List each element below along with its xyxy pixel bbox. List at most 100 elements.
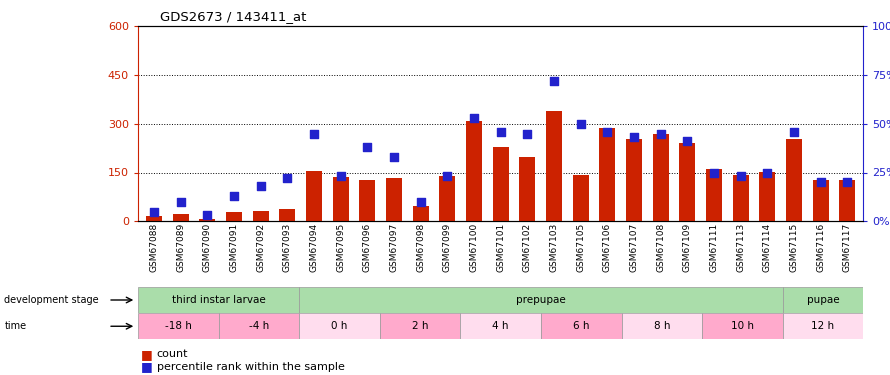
Bar [782,313,863,339]
Text: third instar larvae: third instar larvae [172,295,265,305]
Text: GSM67099: GSM67099 [443,223,452,272]
Point [600,129,614,135]
Point [627,134,641,140]
Text: percentile rank within the sample: percentile rank within the sample [157,362,344,372]
Bar [219,313,299,339]
Point [813,179,828,185]
Text: GSM67111: GSM67111 [709,223,718,272]
Bar [466,121,482,221]
Bar [759,172,775,221]
Point [573,121,587,127]
Bar [519,157,535,221]
Text: 6 h: 6 h [573,321,589,331]
Bar [839,180,855,221]
Bar [279,209,295,221]
Text: -4 h: -4 h [248,321,269,331]
Bar [253,211,269,221]
Bar [813,180,829,221]
Text: GSM67094: GSM67094 [310,223,319,272]
Point [280,176,295,181]
Text: 2 h: 2 h [412,321,428,331]
Bar [299,287,782,313]
Text: pupae: pupae [806,295,839,305]
Text: 0 h: 0 h [331,321,348,331]
Text: GSM67106: GSM67106 [603,223,611,272]
Bar [679,142,695,221]
Text: ■: ■ [141,360,157,373]
Point [467,115,481,121]
Point [653,130,668,136]
Text: GSM67089: GSM67089 [176,223,185,272]
Text: GSM67097: GSM67097 [390,223,399,272]
Text: GSM67091: GSM67091 [230,223,239,272]
Bar [702,313,782,339]
Text: GSM67096: GSM67096 [363,223,372,272]
Text: GSM67090: GSM67090 [203,223,212,272]
Point [307,130,321,136]
Bar [138,287,299,313]
Point [680,138,694,144]
Bar [706,169,722,221]
Point [200,212,214,218]
Text: GSM67093: GSM67093 [283,223,292,272]
Bar [440,176,456,221]
Bar [652,134,668,221]
Text: GSM67103: GSM67103 [549,223,558,272]
Point [387,154,401,160]
Point [414,199,428,205]
Point [840,179,854,185]
Text: GSM67108: GSM67108 [656,223,665,272]
Bar [306,171,322,221]
Point [174,199,188,205]
Bar [546,111,562,221]
Text: 8 h: 8 h [653,321,670,331]
Bar [541,313,621,339]
Point [360,144,375,150]
Bar [732,175,748,221]
Text: GSM67113: GSM67113 [736,223,745,272]
Bar [173,214,189,221]
Point [787,129,801,135]
Text: GSM67088: GSM67088 [150,223,158,272]
Bar [621,313,702,339]
Bar [493,147,508,221]
Point [493,129,507,135]
Bar [199,219,215,221]
Bar [786,140,802,221]
Text: GSM67101: GSM67101 [496,223,506,272]
Point [707,170,721,176]
Bar [299,313,380,339]
Bar [360,180,376,221]
Text: 12 h: 12 h [812,321,835,331]
Text: time: time [4,321,27,331]
Bar [226,212,242,221]
Text: development stage: development stage [4,295,99,305]
Bar [138,313,219,339]
Text: GSM67092: GSM67092 [256,223,265,272]
Text: GSM67098: GSM67098 [417,223,425,272]
Text: -18 h: -18 h [165,321,191,331]
Point [520,130,534,136]
Bar [413,206,429,221]
Text: GSM67095: GSM67095 [336,223,345,272]
Bar [146,216,162,221]
Text: GSM67100: GSM67100 [469,223,479,272]
Text: GDS2673 / 143411_at: GDS2673 / 143411_at [160,10,306,24]
Bar [460,313,541,339]
Bar [782,287,863,313]
Bar [572,175,588,221]
Text: GSM67115: GSM67115 [789,223,798,272]
Bar [380,313,460,339]
Point [147,209,161,214]
Text: prepupae: prepupae [516,295,566,305]
Text: GSM67116: GSM67116 [816,223,825,272]
Text: GSM67105: GSM67105 [576,223,585,272]
Text: GSM67109: GSM67109 [683,223,692,272]
Text: 10 h: 10 h [731,321,754,331]
Point [254,183,268,189]
Text: ■: ■ [141,348,157,361]
Point [227,193,241,199]
Bar [386,178,402,221]
Bar [599,128,615,221]
Text: GSM67107: GSM67107 [629,223,638,272]
